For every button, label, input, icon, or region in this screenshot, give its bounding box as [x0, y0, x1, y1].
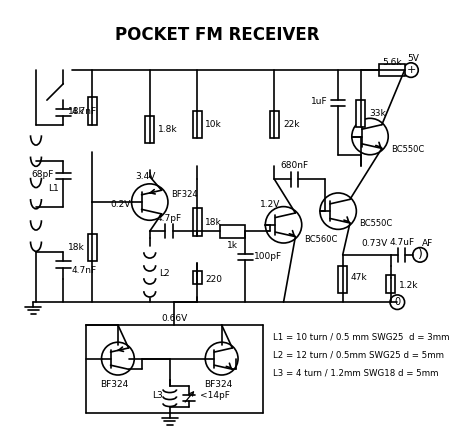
Text: 68pF: 68pF	[31, 170, 53, 179]
Text: L3 = 4 turn / 1.2mm SWG18 d = 5mm: L3 = 4 turn / 1.2mm SWG18 d = 5mm	[273, 369, 438, 378]
Text: BF324: BF324	[100, 380, 128, 388]
Bar	[356, 100, 365, 128]
Bar	[270, 111, 279, 138]
Text: BC560C: BC560C	[304, 235, 338, 244]
Bar	[192, 208, 201, 236]
Text: 47k: 47k	[351, 273, 367, 282]
Text: 100pF: 100pF	[255, 252, 283, 261]
Text: 4.7uF: 4.7uF	[389, 238, 414, 247]
Text: POCKET FM RECEIVER: POCKET FM RECEIVER	[115, 25, 319, 44]
Bar	[192, 271, 201, 284]
Text: 0: 0	[394, 297, 401, 307]
Text: 0.66V: 0.66V	[161, 314, 187, 323]
Text: 680nF: 680nF	[281, 161, 309, 170]
Text: BF324: BF324	[171, 190, 197, 199]
Bar	[220, 225, 246, 238]
Text: BF324: BF324	[204, 380, 232, 388]
Text: ): )	[418, 248, 422, 261]
Bar	[88, 97, 97, 125]
Bar	[192, 111, 201, 138]
Text: 10k: 10k	[205, 120, 222, 129]
Text: BC550C: BC550C	[391, 145, 424, 154]
Text: BC550C: BC550C	[359, 219, 392, 228]
Text: 1.2k: 1.2k	[399, 281, 419, 290]
Text: 1k: 1k	[227, 241, 238, 250]
Text: 3.4V: 3.4V	[135, 172, 155, 181]
Text: L2: L2	[159, 268, 170, 277]
Bar	[88, 234, 97, 261]
Text: 33k: 33k	[369, 109, 386, 118]
Text: 1.2V: 1.2V	[260, 200, 280, 209]
Bar	[386, 275, 395, 293]
Text: AF: AF	[422, 239, 433, 248]
Bar	[338, 266, 347, 293]
Text: L1 = 10 turn / 0.5 mm SWG25  d = 3mm: L1 = 10 turn / 0.5 mm SWG25 d = 3mm	[273, 332, 449, 341]
Bar	[379, 64, 405, 76]
Text: 4.7nF: 4.7nF	[72, 107, 97, 116]
Text: L1: L1	[48, 184, 59, 193]
Text: 5.6k: 5.6k	[382, 58, 401, 67]
Text: 4.7nF: 4.7nF	[72, 266, 97, 275]
Text: 1uF: 1uF	[310, 97, 327, 107]
Text: 1.8k: 1.8k	[158, 125, 178, 134]
Text: L3: L3	[152, 392, 163, 401]
Text: 220: 220	[205, 275, 222, 284]
Text: 18k: 18k	[67, 107, 84, 116]
Bar	[145, 116, 155, 143]
Text: 0.73V: 0.73V	[362, 239, 388, 248]
Text: 22k: 22k	[283, 120, 300, 129]
Text: 18k: 18k	[205, 218, 222, 227]
Text: 4.7pF: 4.7pF	[156, 214, 182, 223]
Text: 18k: 18k	[67, 243, 84, 252]
Text: +: +	[406, 65, 416, 75]
Text: 5V: 5V	[408, 54, 419, 63]
Text: 0.2V: 0.2V	[110, 200, 131, 209]
Text: <14pF: <14pF	[200, 392, 230, 401]
Text: L2 = 12 turn / 0.5mm SWG25 d = 5mm: L2 = 12 turn / 0.5mm SWG25 d = 5mm	[273, 351, 444, 359]
